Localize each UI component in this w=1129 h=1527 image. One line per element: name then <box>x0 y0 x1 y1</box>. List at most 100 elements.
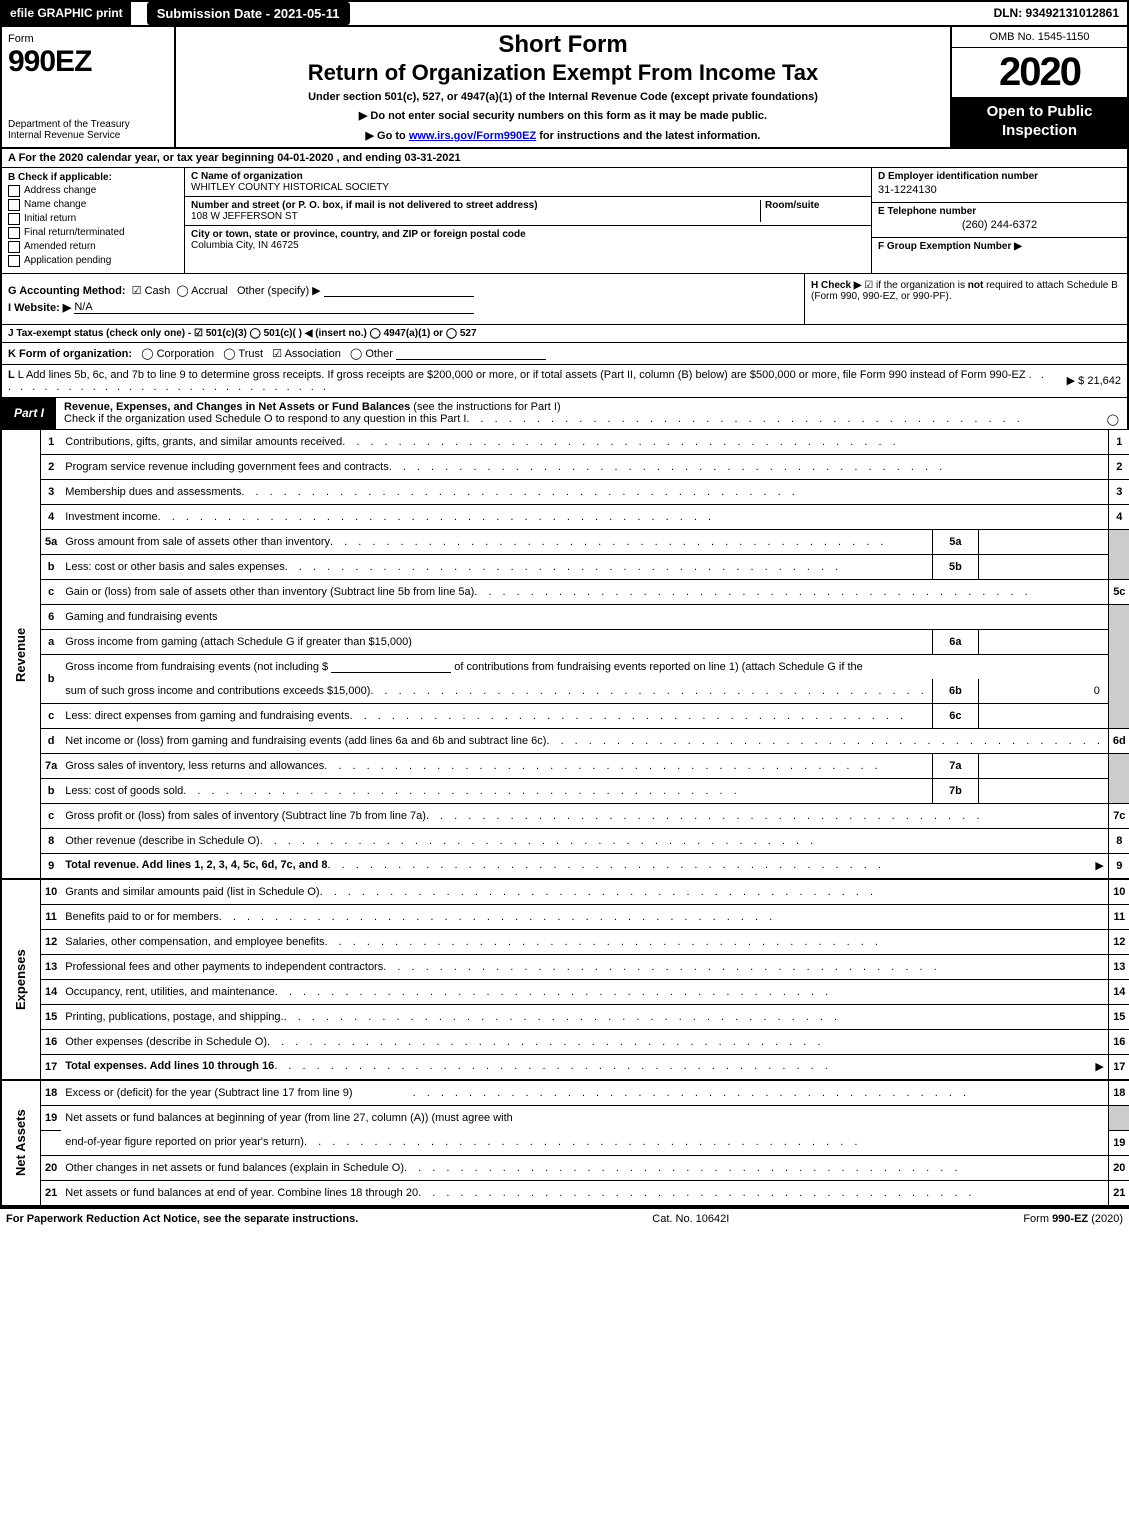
j-text: J Tax-exempt status (check only one) - ☑… <box>8 328 477 339</box>
row-17: 17 Total expenses. Add lines 10 through … <box>1 1054 1129 1080</box>
k-trust: Trust <box>238 348 263 360</box>
g-cash: Cash <box>145 285 171 297</box>
row-21: 21 Net assets or fund balances at end of… <box>1 1180 1129 1206</box>
efile-print-label[interactable]: efile GRAPHIC print <box>2 2 131 25</box>
omb-number: OMB No. 1545-1150 <box>952 27 1127 48</box>
chk-final-return-label: Final return/terminated <box>24 227 125 238</box>
chk-name-change-label: Name change <box>24 199 86 210</box>
goto-post: for instructions and the latest informat… <box>539 130 760 142</box>
row-10: Expenses 10 Grants and similar amounts p… <box>1 879 1129 905</box>
form-label: Form <box>8 33 168 45</box>
submission-date: Submission Date - 2021-05-11 <box>147 2 350 25</box>
chk-amended-return-label: Amended return <box>24 241 96 252</box>
row-6d: d Net income or (loss) from gaming and f… <box>1 728 1129 753</box>
row-3: 3 Membership dues and assessments 3 1,48… <box>1 479 1129 504</box>
group-exemption-label: F Group Exemption Number ▶ <box>878 241 1121 252</box>
footer-right-form: 990-EZ <box>1052 1213 1088 1225</box>
chk-address-change[interactable] <box>8 185 20 197</box>
line-k: K Form of organization: ◯ Corporation ◯ … <box>0 343 1129 365</box>
row-19b: end-of-year figure reported on prior yea… <box>1 1130 1129 1155</box>
ein-value: 31-1224130 <box>878 184 1121 196</box>
footer-right-pre: Form <box>1023 1213 1052 1225</box>
h-text4: (Form 990, 990-EZ, or 990-PF). <box>811 291 952 302</box>
i-label: I Website: ▶ <box>8 302 71 314</box>
ein-label: D Employer identification number <box>878 171 1121 182</box>
g-label: G Accounting Method: <box>8 285 126 297</box>
chk-address-change-label: Address change <box>24 185 96 196</box>
k-assoc: Association <box>285 348 341 360</box>
footer-right-post: (2020) <box>1091 1213 1123 1225</box>
row-20: 20 Other changes in net assets or fund b… <box>1 1155 1129 1180</box>
g-accrual: Accrual <box>191 285 228 297</box>
vtab-expenses: Expenses <box>1 879 41 1080</box>
row-6b-2: sum of such gross income and contributio… <box>1 679 1129 704</box>
row-7a: 7a Gross sales of inventory, less return… <box>1 753 1129 778</box>
col-b-head: B Check if applicable: <box>8 172 178 183</box>
row-6b-1: b Gross income from fundraising events (… <box>1 654 1129 679</box>
chk-application-pending-label: Application pending <box>24 255 111 266</box>
part1-header: Part I Revenue, Expenses, and Changes in… <box>0 398 1129 430</box>
goto-link[interactable]: www.irs.gov/Form990EZ <box>409 130 536 142</box>
line-l: L L Add lines 5b, 6c, and 7b to line 9 t… <box>0 365 1129 398</box>
page-footer: For Paperwork Reduction Act Notice, see … <box>0 1207 1129 1229</box>
under-section: Under section 501(c), 527, or 4947(a)(1)… <box>186 91 940 103</box>
chk-name-change[interactable] <box>8 199 20 211</box>
goto-pre: ▶ Go to <box>366 130 409 142</box>
line-g: G Accounting Method: ☑ Cash ◯ Accrual Ot… <box>8 284 798 297</box>
h-not: not <box>968 280 984 291</box>
row-14: 14 Occupancy, rent, utilities, and maint… <box>1 979 1129 1004</box>
row-6a: a Gross income from gaming (attach Sched… <box>1 629 1129 654</box>
tel-value: (260) 244-6372 <box>878 219 1121 231</box>
website-value: N/A <box>74 301 92 313</box>
form-number: 990EZ <box>8 45 168 79</box>
line-i: I Website: ▶ N/A <box>8 301 798 314</box>
footer-cat-no: Cat. No. 10642I <box>652 1213 729 1225</box>
chk-final-return[interactable] <box>8 227 20 239</box>
dept-irs: Internal Revenue Service <box>8 130 168 141</box>
row-5b: b Less: cost or other basis and sales ex… <box>1 554 1129 579</box>
row-a-tax-year: A For the 2020 calendar year, or tax yea… <box>0 149 1129 168</box>
org-name: WHITLEY COUNTY HISTORICAL SOCIETY <box>191 182 865 193</box>
top-bar: efile GRAPHIC print Submission Date - 20… <box>0 0 1129 25</box>
title-short-form: Short Form <box>186 31 940 59</box>
org-name-label: C Name of organization <box>191 171 865 182</box>
row-6c: c Less: direct expenses from gaming and … <box>1 703 1129 728</box>
city-label: City or town, state or province, country… <box>191 229 865 240</box>
chk-application-pending[interactable] <box>8 255 20 267</box>
row-16: 16 Other expenses (describe in Schedule … <box>1 1029 1129 1054</box>
row-11: 11 Benefits paid to or for members 11 <box>1 904 1129 929</box>
row-7c: c Gross profit or (loss) from sales of i… <box>1 803 1129 828</box>
room-label: Room/suite <box>765 200 865 211</box>
row-5c: c Gain or (loss) from sale of assets oth… <box>1 579 1129 604</box>
chk-amended-return[interactable] <box>8 241 20 253</box>
l-text: L Add lines 5b, 6c, and 7b to line 9 to … <box>18 369 1026 381</box>
part1-label: Part I <box>2 398 56 429</box>
part1-check-text: Check if the organization used Schedule … <box>64 413 466 426</box>
vtab-netassets: Net Assets <box>1 1080 41 1206</box>
financial-table: Revenue 1 Contributions, gifts, grants, … <box>0 430 1129 1207</box>
tel-label: E Telephone number <box>878 206 1121 217</box>
city-value: Columbia City, IN 46725 <box>191 240 865 251</box>
footer-left: For Paperwork Reduction Act Notice, see … <box>6 1213 358 1225</box>
dept-treasury: Department of the Treasury <box>8 119 168 130</box>
row-6: 6 Gaming and fundraising events <box>1 604 1129 629</box>
row-7b: b Less: cost of goods sold 7b <box>1 778 1129 803</box>
part1-check-box[interactable]: ◯ <box>1101 413 1119 426</box>
k-label: K Form of organization: <box>8 348 132 360</box>
vtab-revenue: Revenue <box>1 430 41 879</box>
form-header: Form 990EZ Department of the Treasury In… <box>0 25 1129 149</box>
row-19a: 19 Net assets or fund balances at beginn… <box>1 1105 1129 1130</box>
chk-initial-return[interactable] <box>8 213 20 225</box>
no-ssn-notice: ▶ Do not enter social security numbers o… <box>186 109 940 122</box>
addr-value: 108 W JEFFERSON ST <box>191 211 760 222</box>
h-mid: if the organization is <box>873 280 968 291</box>
row-13: 13 Professional fees and other payments … <box>1 954 1129 979</box>
title-return: Return of Organization Exempt From Incom… <box>186 60 940 86</box>
line-h: H Check ▶ ☑ if the organization is not r… <box>804 274 1127 324</box>
row-2: 2 Program service revenue including gove… <box>1 454 1129 479</box>
dln: DLN: 93492131012861 <box>986 2 1127 25</box>
h-text3: required to attach Schedule B <box>986 280 1118 291</box>
row-12: 12 Salaries, other compensation, and emp… <box>1 929 1129 954</box>
col-c-org-info: C Name of organization WHITLEY COUNTY HI… <box>185 168 871 273</box>
row-18: Net Assets 18 Excess or (deficit) for th… <box>1 1080 1129 1106</box>
